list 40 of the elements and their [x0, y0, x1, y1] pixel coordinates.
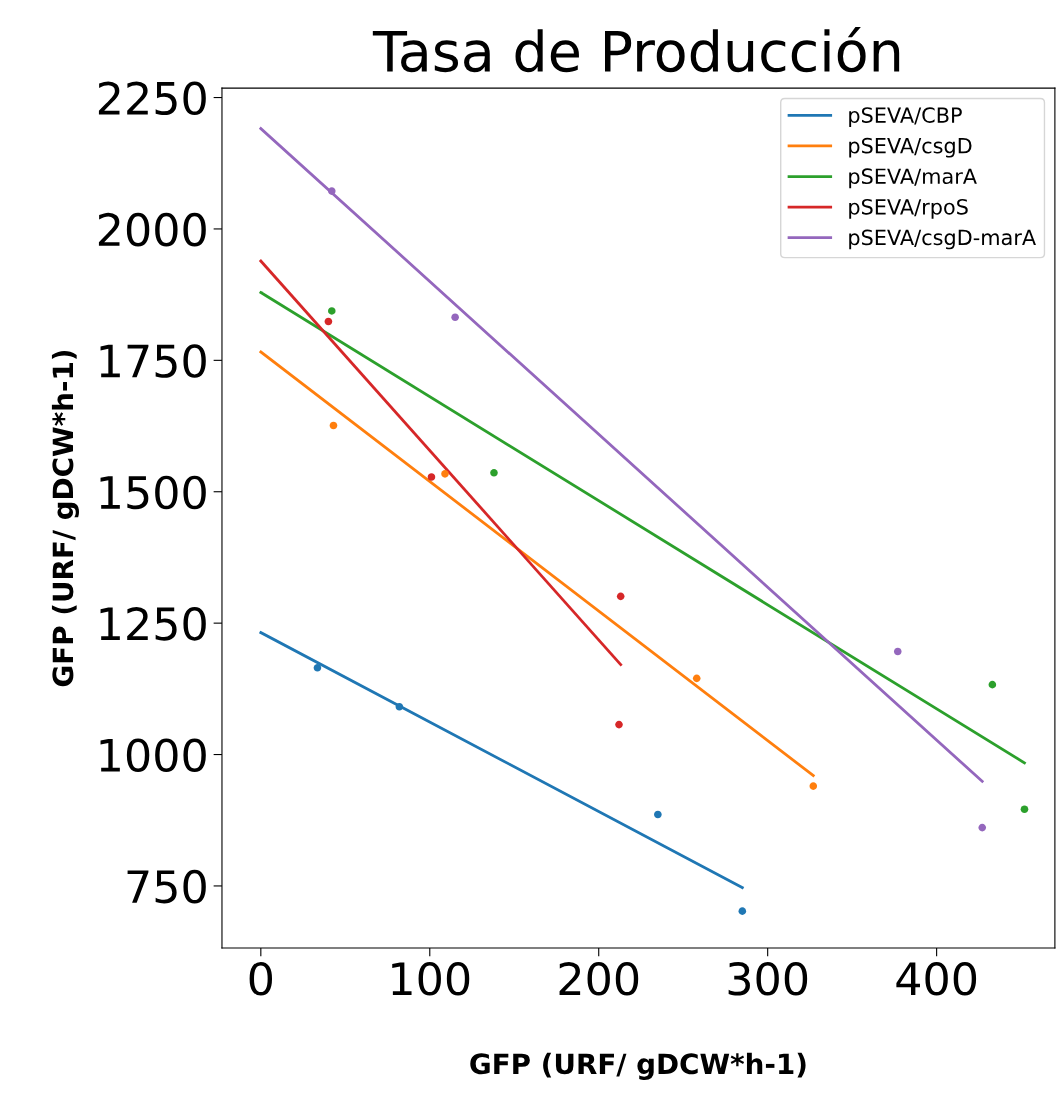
point: [451, 313, 459, 322]
x-axis-title: GFP (URF/ gDCW*h-1): [470, 1052, 806, 1080]
point: [490, 469, 498, 477]
point: [427, 473, 436, 481]
point: [616, 592, 625, 601]
point: [329, 421, 338, 430]
chart-title: Tasa de Producción: [372, 26, 900, 73]
point: [327, 187, 336, 195]
point: [313, 664, 322, 672]
x-tick-label: 200: [559, 961, 639, 996]
point: [324, 317, 333, 326]
y-tick-label: 1250: [100, 607, 206, 641]
point: [988, 680, 997, 689]
x-tick-label: 0: [249, 961, 273, 996]
point: [738, 907, 747, 915]
legend-label: pSEVA/rpoS: [849, 198, 968, 219]
x-tick-label: 300: [728, 961, 808, 996]
x-tick-label: 400: [896, 961, 977, 996]
point: [978, 823, 987, 832]
legend-label: pSEVA/marA: [849, 168, 977, 189]
legend-label: pSEVA/csgD-marA: [849, 229, 1036, 250]
legend-label: pSEVA/csgD: [849, 137, 972, 158]
point: [809, 782, 818, 790]
y-tick-label: 2250: [98, 81, 206, 116]
y-tick-label: 2000: [98, 212, 206, 247]
point: [327, 307, 336, 315]
y-tick-label: 1000: [100, 738, 206, 773]
y-tick-label: 1750: [100, 344, 206, 378]
y-tick-label: 750: [127, 869, 206, 904]
point: [615, 720, 623, 729]
point: [893, 647, 902, 656]
point: [395, 702, 404, 711]
point: [692, 674, 701, 683]
x-tick-label: 100: [392, 961, 470, 996]
point: [654, 810, 662, 819]
legend-label: pSEVA/CBP: [849, 107, 962, 127]
y-axis-title: GFP (URF/ gDCW*h-1): [51, 350, 79, 687]
point: [441, 470, 449, 478]
point: [1020, 805, 1029, 814]
y-tick-label: 1500: [100, 475, 206, 510]
